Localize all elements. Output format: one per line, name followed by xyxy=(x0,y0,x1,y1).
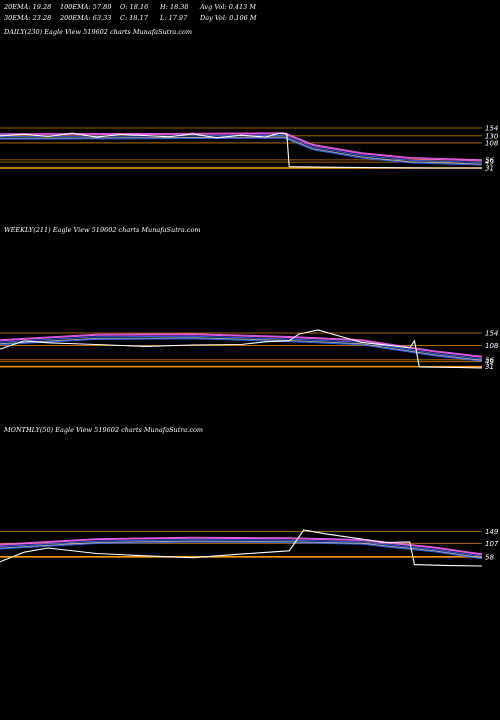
ema-line xyxy=(0,132,483,161)
header-day-vol: Day Vol: 0.106 M xyxy=(200,14,257,22)
y-tick-label: 31 xyxy=(485,363,494,371)
header-open: O: 18.16 xyxy=(120,3,149,11)
ema-line xyxy=(0,537,483,556)
ema-line xyxy=(0,133,483,162)
y-tick-label: 56 xyxy=(485,156,494,164)
ema-line xyxy=(0,540,483,559)
ema-line xyxy=(0,335,483,360)
ema-line xyxy=(0,136,483,165)
daily-panel-title: DAILY(230) Eagle View 519602 charts Muna… xyxy=(4,28,193,36)
ema-line xyxy=(0,539,483,557)
y-tick-label: 130 xyxy=(485,132,499,140)
ema-line xyxy=(0,536,483,555)
monthly-panel-title: MONTHLY(50) Eagle View 519602 charts Mun… xyxy=(4,426,204,434)
y-tick-label: 49 xyxy=(485,159,494,167)
y-tick-label: 108 xyxy=(485,342,499,350)
ema-line xyxy=(0,541,483,560)
header-row-1: 20EMA: 19.28 xyxy=(4,3,51,11)
header-30ema: 30EMA: 23.28 xyxy=(4,14,52,22)
y-tick-label: 56 xyxy=(485,356,494,364)
header-high: H: 18.38 xyxy=(160,3,189,11)
header-close: C: 18.17 xyxy=(120,14,148,22)
header-100ema: 100EMA: 57.89 xyxy=(60,3,112,11)
ema-line xyxy=(0,338,483,362)
header-200ema: 200EMA: 63.33 xyxy=(60,14,112,22)
y-tick-label: 108 xyxy=(485,139,499,147)
price-line xyxy=(0,529,483,567)
y-tick-label: 31 xyxy=(485,165,494,173)
y-tick-label: 49 xyxy=(485,358,494,366)
ema-line xyxy=(0,333,483,357)
y-tick-label: 149 xyxy=(485,528,499,536)
header-20ema: 20EMA: 19.28 xyxy=(4,3,52,11)
header-low: L: 17.97 xyxy=(160,14,188,22)
price-line xyxy=(0,132,482,169)
ema-line xyxy=(0,137,483,166)
weekly-panel-title: WEEKLY(211) Eagle View 519602 charts Mun… xyxy=(4,226,201,234)
y-tick-label: 107 xyxy=(485,540,499,548)
y-tick-label: 154 xyxy=(485,330,498,338)
ema-line xyxy=(0,134,483,163)
y-tick-label: 58 xyxy=(485,553,494,561)
price-line xyxy=(0,329,483,369)
header-avg-vol: Avg Vol: 0.413 M xyxy=(200,3,257,11)
y-tick-label: 154 xyxy=(485,125,498,133)
ema-line xyxy=(0,334,483,358)
